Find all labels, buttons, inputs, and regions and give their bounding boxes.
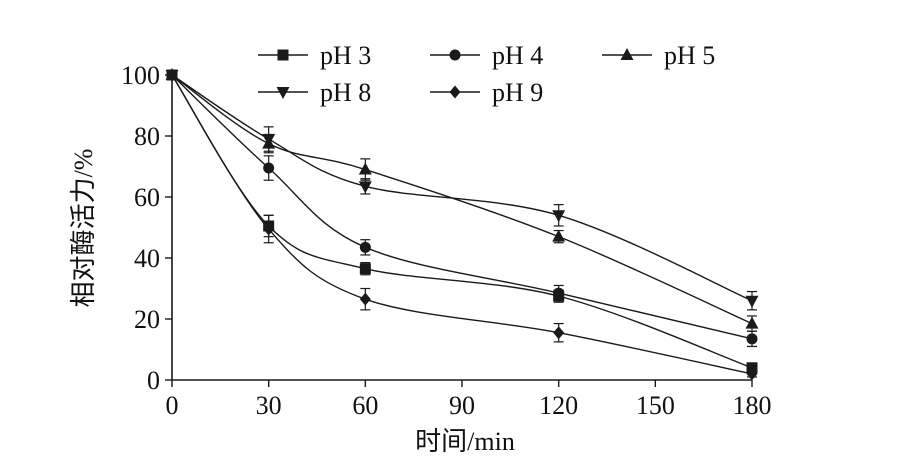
data-point-ph8 — [262, 134, 276, 147]
data-point-ph9 — [263, 222, 275, 236]
data-point-ph9 — [553, 326, 565, 340]
data-point-ph8 — [552, 210, 566, 223]
x-tick-label: 60 — [352, 391, 378, 420]
y-tick-label: 100 — [121, 61, 160, 90]
legend-marker-ph3 — [277, 49, 289, 61]
series-line-ph5 — [171, 74, 753, 325]
y-tick-label: 20 — [134, 305, 160, 334]
data-point-ph5 — [745, 316, 759, 329]
data-point-ph5 — [358, 162, 372, 175]
y-tick-label: 40 — [134, 244, 160, 273]
series-line-ph4 — [171, 74, 753, 340]
x-tick-label: 30 — [256, 391, 282, 420]
y-axis-label: 相对酶活力/% — [69, 149, 98, 308]
x-tick-label: 150 — [636, 391, 675, 420]
legend-label-ph4: pH 4 — [492, 41, 543, 70]
x-tick-label: 120 — [539, 391, 578, 420]
data-point-ph8 — [358, 181, 372, 194]
x-tick-label: 90 — [449, 391, 475, 420]
data-point-ph4 — [359, 241, 371, 253]
data-point-ph4 — [553, 287, 565, 299]
y-tick-label: 80 — [134, 122, 160, 151]
y-tick-label: 0 — [147, 366, 160, 395]
data-point-ph9 — [166, 68, 178, 82]
series-curves — [171, 74, 753, 375]
legend-label-ph8: pH 8 — [320, 78, 371, 107]
x-tick-label: 0 — [166, 391, 179, 420]
series-line-ph8 — [171, 74, 753, 302]
legend-marker-ph5 — [620, 48, 634, 60]
legend-label-ph3: pH 3 — [320, 41, 371, 70]
x-tick-label: 180 — [733, 391, 772, 420]
data-point-ph5 — [552, 229, 566, 242]
legend-marker-ph9 — [449, 85, 461, 99]
data-point-ph4 — [263, 162, 275, 174]
legend-label-ph9: pH 9 — [492, 78, 543, 107]
chart-axes: 0 30 60 90 120 150 180 0 20 40 60 80 100 — [121, 61, 772, 420]
y-tick-label: 60 — [134, 183, 160, 212]
legend-label-ph5: pH 5 — [664, 41, 715, 70]
legend-marker-ph4 — [449, 49, 461, 61]
data-point-ph9 — [746, 367, 758, 381]
series-markers — [165, 68, 759, 381]
data-point-ph9 — [359, 292, 371, 306]
series-line-ph3 — [171, 74, 753, 369]
x-axis-label: 时间/min — [415, 427, 515, 456]
data-point-ph4 — [746, 333, 758, 345]
data-point-ph8 — [745, 295, 759, 308]
legend-marker-ph8 — [276, 87, 290, 99]
series-line-ph9 — [171, 74, 753, 375]
data-point-ph3 — [359, 263, 371, 275]
chart-legend: pH 3 pH 4 pH 5 pH 8 pH 9 — [258, 41, 715, 107]
